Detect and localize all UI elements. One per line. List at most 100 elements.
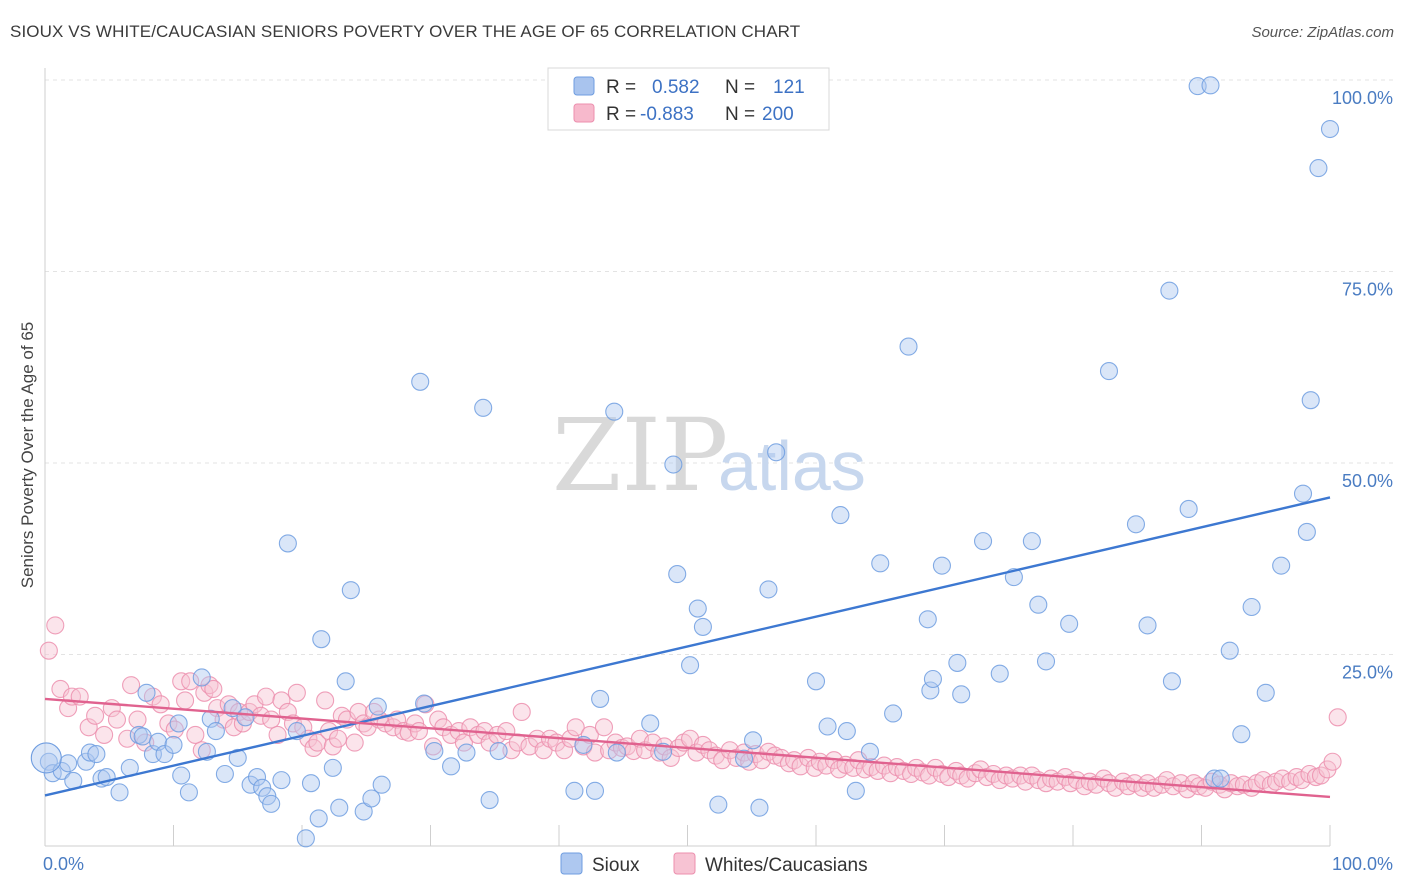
series-legend-swatch-whites (673, 852, 696, 875)
x-tick-label-0: 0.0% (43, 854, 84, 874)
point-whites-36 (256, 687, 276, 706)
point-whites-53 (345, 733, 364, 752)
point-sioux-74 (750, 798, 769, 817)
point-sioux-82 (860, 742, 880, 761)
point-whites-21 (181, 672, 200, 691)
gridlines (45, 79, 1394, 655)
point-sioux-78 (818, 717, 837, 736)
stats-legend: R = 0.582 N = 121 R = -0.883 N = 200 (547, 67, 830, 131)
point-sioux-19 (169, 714, 188, 733)
point-sioux-72 (734, 749, 754, 768)
legend-swatch-whites (573, 103, 595, 123)
y-tick-label-2: 50.0% (1342, 471, 1393, 491)
point-sioux-68 (681, 656, 700, 675)
point-sioux-14 (137, 683, 156, 702)
legend-r-value-sioux: 0.582 (652, 77, 700, 98)
point-sioux-42 (323, 758, 342, 777)
point-sioux-13 (133, 727, 152, 746)
point-sioux-110 (1232, 725, 1251, 744)
point-whites-93 (594, 718, 614, 737)
series-legend-swatch-sioux (560, 852, 583, 875)
point-whites-79 (502, 741, 521, 760)
point-whites-89 (566, 718, 585, 737)
point-sioux-6 (80, 743, 100, 762)
point-whites-13 (128, 710, 147, 729)
point-sioux-28 (228, 748, 247, 767)
point-sioux-101 (1138, 616, 1157, 635)
point-whites-1 (46, 616, 65, 635)
point-sioux-62 (605, 402, 624, 421)
x-tick-label-1: 100.0% (1332, 854, 1393, 874)
point-whites-83 (528, 729, 547, 748)
point-whites-47 (316, 691, 335, 710)
point-sioux-18 (164, 735, 183, 754)
point-sioux-58 (565, 781, 584, 800)
point-sioux-117 (1309, 159, 1328, 178)
point-sioux-49 (372, 775, 391, 794)
point-whites-0 (39, 641, 58, 660)
point-sioux-64 (641, 714, 660, 733)
legend-r-value-whites: -0.883 (640, 104, 694, 125)
point-whites-207 (1323, 752, 1342, 771)
point-sioux-112 (1256, 683, 1275, 702)
point-whites-65 (409, 722, 428, 741)
point-whites-10 (107, 710, 127, 729)
point-sioux-84 (884, 704, 903, 723)
point-sioux-39 (301, 774, 321, 793)
point-sioux-73 (743, 731, 763, 750)
point-whites-42 (287, 683, 306, 702)
point-whites-39 (272, 691, 291, 710)
point-sioux-106 (1201, 76, 1220, 95)
trend-line-sioux (44, 496, 1331, 797)
point-sioux-91 (952, 685, 971, 704)
series-legend-label-whites: Whites/Caucasians (705, 855, 868, 876)
point-whites-54 (349, 702, 368, 722)
point-sioux-83 (871, 554, 890, 573)
legend-n-value-whites: 200 (762, 104, 794, 125)
point-sioux-66 (664, 455, 683, 474)
point-whites-37 (262, 710, 281, 729)
point-sioux-61 (591, 689, 610, 708)
point-whites-26 (204, 679, 223, 699)
watermark-atlas: atlas (718, 427, 866, 505)
legend-swatch-sioux (573, 76, 595, 96)
point-whites-101 (643, 733, 662, 752)
point-sioux-116 (1301, 391, 1320, 410)
point-sioux-40 (309, 809, 328, 828)
point-whites-7 (86, 706, 105, 725)
point-whites-81 (512, 702, 531, 722)
legend-r-label-sioux: R = (606, 77, 636, 98)
point-sioux-75 (759, 580, 778, 599)
point-sioux-48 (368, 697, 387, 716)
y-axis-label: Seniors Poverty Over the Age of 65 (18, 322, 37, 588)
point-whites-16 (151, 695, 170, 714)
point-sioux-21 (179, 783, 198, 802)
point-sioux-95 (1022, 532, 1041, 551)
point-sioux-56 (480, 790, 499, 810)
point-sioux-60 (585, 781, 605, 800)
point-whites-200 (1281, 772, 1300, 791)
point-whites-130 (830, 760, 849, 779)
trend-lines (44, 496, 1331, 799)
y-tick-label-0: 100.0% (1332, 88, 1393, 108)
point-sioux-89 (932, 556, 951, 575)
point-whites-69 (434, 718, 453, 737)
point-sioux-57 (489, 741, 508, 761)
point-whites-20 (176, 691, 195, 710)
point-sioux-114 (1293, 484, 1313, 503)
point-sioux-34 (262, 794, 281, 813)
tick-labels: 100.0% 75.0% 50.0% 25.0% 0.0% 100.0% (43, 88, 1393, 874)
point-sioux-45 (341, 581, 360, 600)
point-sioux-0 (39, 752, 58, 771)
point-sioux-118 (1320, 119, 1340, 139)
chart-title: SIOUX VS WHITE/CAUCASIAN SENIORS POVERTY… (10, 22, 801, 41)
point-sioux-90 (948, 653, 967, 672)
point-whites-46 (308, 733, 327, 752)
point-whites-208 (1328, 708, 1347, 727)
point-whites-6 (79, 718, 98, 737)
point-sioux-52 (425, 741, 444, 761)
point-sioux-3 (59, 754, 78, 773)
point-sioux-30 (241, 775, 260, 794)
point-sioux-29 (236, 708, 255, 727)
point-sioux-36 (278, 534, 297, 553)
